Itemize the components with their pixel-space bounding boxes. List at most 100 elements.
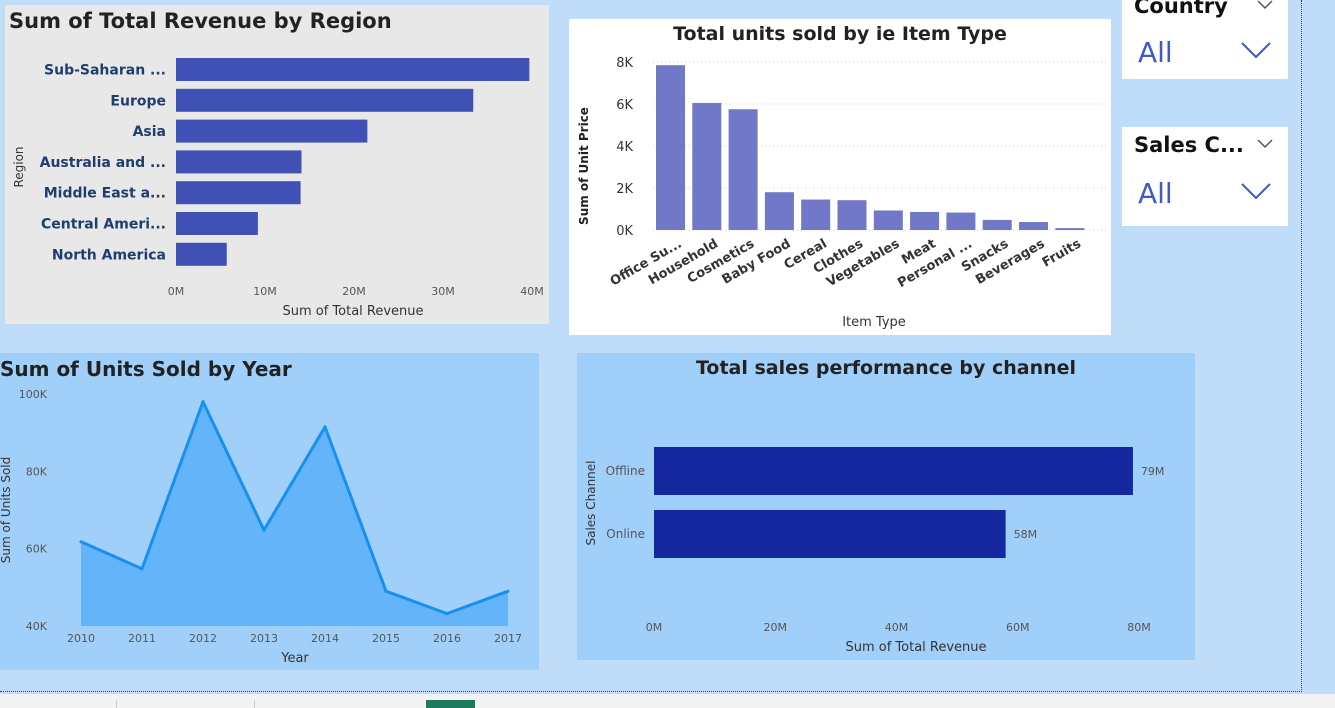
country-slicer[interactable]: Country All [1122, 0, 1288, 79]
page-tab[interactable] [0, 700, 117, 708]
y-tick-label: 6K [616, 98, 633, 113]
bar[interactable] [982, 219, 1012, 230]
bar[interactable] [654, 510, 1006, 558]
sales-channel-slicer[interactable]: Sales C... All [1122, 127, 1288, 226]
data-point[interactable] [140, 567, 144, 571]
region-revenue-panel[interactable]: Sum of Total Revenue by Region Region Su… [5, 5, 549, 324]
x-tick-label: 40M [520, 285, 544, 298]
x-axis-label: Sum of Total Revenue [845, 640, 986, 655]
bar[interactable] [176, 181, 301, 205]
x-tick-label: 40M [885, 621, 909, 634]
canvas-border [0, 691, 1302, 692]
bar[interactable] [176, 150, 302, 174]
y-axis-label: Sum of Unit Price [577, 107, 591, 225]
x-tick-label: 10M [253, 285, 277, 298]
item-type-units-panel[interactable]: Total units sold by ie Item Type Sum of … [569, 19, 1111, 335]
bar[interactable] [1019, 222, 1048, 230]
data-point[interactable] [262, 528, 266, 532]
item-type-units-chart: Total units sold by ie Item Type Sum of … [577, 23, 1109, 330]
bar[interactable] [910, 211, 940, 230]
chevron-down-icon[interactable] [1256, 0, 1274, 10]
x-tick-label: 2012 [189, 632, 217, 645]
x-tick-label: 2017 [494, 632, 522, 645]
x-tick-label: 2016 [433, 632, 461, 645]
category-label: Australia and ... [40, 155, 166, 171]
data-point[interactable] [323, 425, 327, 429]
series-line[interactable] [80, 400, 509, 616]
slicer-title: Country [1134, 0, 1228, 18]
x-tick-label: 2011 [128, 632, 156, 645]
page-tab-active[interactable] [426, 700, 475, 708]
chevron-down-icon[interactable] [1240, 40, 1272, 60]
bar[interactable] [946, 212, 976, 230]
slicer-dropdown[interactable]: All [1132, 169, 1278, 217]
y-tick-label: 0K [616, 224, 633, 239]
bar[interactable] [176, 119, 368, 143]
x-tick-label: 30M [431, 285, 455, 298]
data-point[interactable] [79, 540, 83, 544]
slicer-title: Sales C... [1134, 133, 1244, 157]
slicer-dropdown[interactable]: All [1132, 28, 1278, 74]
x-tick-label: 2013 [250, 632, 278, 645]
bar[interactable] [873, 210, 903, 230]
y-tick-label: 40K [26, 620, 48, 633]
x-tick-label: 0M [646, 621, 663, 634]
bar[interactable] [176, 88, 474, 112]
bar[interactable] [801, 199, 831, 230]
bar[interactable] [176, 242, 227, 266]
data-point[interactable] [201, 400, 205, 404]
area-fill [81, 401, 508, 626]
chart-title: Sum of Total Revenue by Region [9, 9, 392, 33]
y-tick-label: 80K [26, 465, 48, 478]
category-label: Fruits [1040, 236, 1084, 270]
x-axis-label: Sum of Total Revenue [282, 304, 423, 319]
category-label: Sub-Saharan ... [44, 63, 166, 79]
category-label: North America [52, 247, 166, 263]
slicer-value: All [1138, 177, 1173, 210]
bar[interactable] [1055, 228, 1085, 230]
bar[interactable] [764, 192, 794, 230]
y-tick-label: 8K [616, 56, 633, 71]
y-tick-label: 4K [616, 140, 633, 155]
bar[interactable] [176, 58, 530, 81]
x-tick-label: 60M [1006, 621, 1030, 634]
units-by-year-chart: Sum of Units Sold by Year Sum of Units S… [0, 357, 522, 666]
channel-performance-chart: Total sales performance by channel Sales… [584, 357, 1165, 655]
bar[interactable] [837, 200, 867, 230]
region-revenue-chart: Sum of Total Revenue by Region Region Su… [9, 9, 544, 319]
x-tick-label: 20M [342, 285, 366, 298]
canvas-border [1301, 0, 1302, 692]
page-tab[interactable] [118, 700, 255, 708]
y-tick-label: 100K [19, 388, 48, 401]
channel-performance-panel[interactable]: Total sales performance by channel Sales… [577, 353, 1195, 660]
chart-title: Sum of Units Sold by Year [0, 357, 292, 381]
chevron-down-icon[interactable] [1240, 181, 1272, 201]
bar[interactable] [176, 212, 258, 235]
bar[interactable] [728, 109, 758, 230]
data-point[interactable] [506, 589, 510, 593]
x-tick-label: 2010 [67, 632, 95, 645]
bar[interactable] [654, 447, 1133, 495]
page-tab-strip [0, 694, 1335, 708]
x-axis-label: Year [280, 651, 309, 666]
y-tick-label: 60K [26, 543, 48, 556]
y-axis-label: Region [12, 146, 26, 187]
category-label: Online [606, 527, 645, 541]
category-label: Europe [110, 93, 166, 109]
chart-title: Total sales performance by channel [696, 357, 1076, 379]
x-tick-label: 2014 [311, 632, 339, 645]
data-point[interactable] [384, 589, 388, 593]
x-axis-label: Item Type [842, 315, 906, 330]
slicer-value: All [1138, 36, 1173, 69]
chart-title: Total units sold by ie Item Type [673, 23, 1007, 45]
y-axis-label: Sum of Units Sold [0, 457, 13, 564]
bar[interactable] [656, 65, 685, 231]
data-label: 79M [1141, 465, 1165, 478]
x-tick-label: 0M [168, 285, 185, 298]
y-tick-label: 2K [616, 182, 633, 197]
data-point[interactable] [445, 612, 449, 616]
units-by-year-panel[interactable]: Sum of Units Sold by Year Sum of Units S… [0, 353, 539, 670]
chevron-down-icon[interactable] [1256, 139, 1274, 149]
bar[interactable] [692, 102, 722, 230]
category-label: Asia [133, 124, 166, 140]
